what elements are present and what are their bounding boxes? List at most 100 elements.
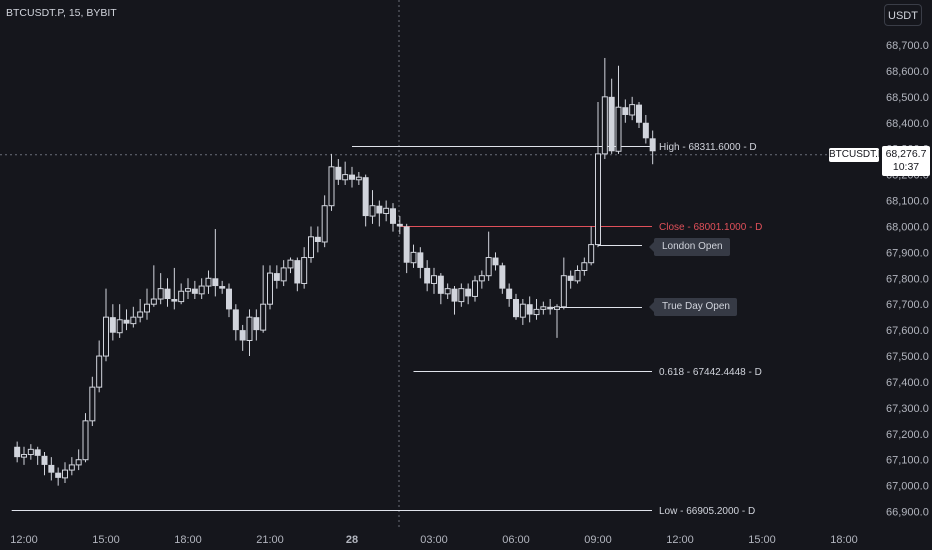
candle-body bbox=[376, 205, 383, 214]
price-tick-label: 67,900.0 bbox=[886, 247, 929, 259]
candle bbox=[376, 200, 383, 227]
candle-body bbox=[451, 288, 458, 302]
candle bbox=[526, 296, 533, 323]
candle bbox=[540, 301, 547, 315]
candle bbox=[560, 257, 567, 310]
candle bbox=[410, 244, 417, 268]
candle bbox=[62, 462, 68, 484]
candle-body bbox=[437, 275, 444, 294]
candle-body bbox=[615, 106, 622, 152]
candle-body bbox=[567, 275, 574, 281]
time-tick-label: 12:00 bbox=[666, 534, 694, 546]
candle bbox=[403, 223, 410, 274]
candle bbox=[239, 324, 246, 351]
candle bbox=[608, 78, 615, 154]
candle bbox=[68, 457, 75, 476]
candle-body bbox=[424, 267, 431, 284]
candle-body bbox=[164, 288, 171, 300]
level-label: Low - 66905.2000 - D bbox=[659, 506, 755, 517]
candle bbox=[198, 278, 205, 300]
candle-body bbox=[499, 265, 506, 289]
candle-body bbox=[232, 309, 239, 331]
candle bbox=[451, 286, 458, 315]
candle-body bbox=[383, 207, 390, 214]
candle bbox=[253, 309, 260, 341]
candle-body bbox=[410, 251, 417, 264]
candle-body bbox=[513, 299, 519, 318]
candle bbox=[171, 267, 178, 310]
candle bbox=[622, 99, 629, 123]
candle-body bbox=[96, 355, 103, 388]
last-price-value: 68,276.7 bbox=[885, 148, 927, 160]
candle bbox=[437, 273, 444, 305]
time-tick-label: 18:00 bbox=[830, 534, 858, 546]
price-axis[interactable]: 68,700.068,600.068,500.068,400.068,300.0… bbox=[886, 40, 929, 519]
candle bbox=[103, 288, 109, 362]
candle-body bbox=[519, 303, 526, 318]
candle-body bbox=[492, 257, 499, 266]
candle-body bbox=[273, 273, 280, 281]
candle-body bbox=[314, 236, 321, 242]
price-tick-label: 68,500.0 bbox=[886, 92, 929, 104]
candle bbox=[513, 293, 519, 320]
candle bbox=[444, 283, 451, 300]
candle-body bbox=[157, 288, 164, 300]
candle-body bbox=[103, 316, 109, 357]
candle bbox=[205, 270, 212, 294]
candle-body bbox=[396, 223, 403, 227]
candle-body bbox=[267, 272, 273, 305]
candle-body bbox=[465, 288, 472, 297]
candle-body bbox=[253, 317, 260, 331]
price-tick-label: 67,300.0 bbox=[886, 403, 929, 415]
candle-body bbox=[321, 205, 328, 243]
candle-body bbox=[226, 288, 232, 310]
last-price-label: 68,276.7 10:37 bbox=[882, 146, 930, 176]
candle bbox=[547, 299, 554, 315]
candle-body bbox=[75, 459, 82, 466]
candle bbox=[314, 226, 321, 253]
candle-body bbox=[178, 290, 185, 303]
price-tick-label: 68,100.0 bbox=[886, 196, 929, 208]
level-lines: High - 68311.6000 - D Close - 68001.1000 … bbox=[11, 142, 762, 517]
candle-body bbox=[649, 138, 656, 152]
time-axis[interactable]: 12:00 15:00 18:00 21:00 28 03:00 06:00 09:00 12:… bbox=[10, 534, 858, 546]
level-label: Close - 68001.1000 - D bbox=[659, 222, 762, 233]
bar-countdown: 10:37 bbox=[892, 161, 920, 173]
candle bbox=[75, 449, 82, 471]
candle bbox=[383, 200, 390, 222]
candle-body bbox=[48, 464, 55, 473]
candle-body bbox=[355, 176, 362, 181]
candle-body bbox=[14, 446, 21, 458]
level-label: High - 68311.6000 - D bbox=[659, 142, 757, 153]
candle-body bbox=[301, 257, 308, 284]
candles[interactable] bbox=[14, 57, 656, 486]
candle-body bbox=[328, 166, 335, 207]
candle bbox=[267, 265, 273, 310]
candle bbox=[499, 262, 506, 294]
candle bbox=[649, 130, 656, 165]
candle-body bbox=[198, 285, 205, 295]
currency-button[interactable]: USDT bbox=[884, 4, 922, 26]
price-tick-label: 67,400.0 bbox=[886, 377, 929, 389]
price-tick-label: 67,600.0 bbox=[886, 325, 929, 337]
candle-body bbox=[89, 386, 96, 422]
london-open-badge: London Open bbox=[649, 238, 730, 256]
candle bbox=[144, 288, 150, 320]
candle bbox=[280, 260, 287, 287]
candle-body bbox=[335, 166, 342, 180]
time-tick-label: 15:00 bbox=[92, 534, 120, 546]
price-tick-label: 67,100.0 bbox=[886, 455, 929, 467]
candle bbox=[89, 376, 96, 427]
time-tick-label: 12:00 bbox=[10, 534, 38, 546]
candle-body bbox=[82, 420, 89, 461]
price-tick-label: 66,900.0 bbox=[886, 507, 929, 519]
candle-body bbox=[191, 288, 198, 294]
candle bbox=[533, 299, 540, 320]
candle-body bbox=[68, 464, 75, 471]
candle bbox=[212, 229, 219, 297]
candle-body bbox=[526, 304, 533, 315]
candle bbox=[273, 265, 280, 289]
candle-body bbox=[205, 277, 212, 287]
